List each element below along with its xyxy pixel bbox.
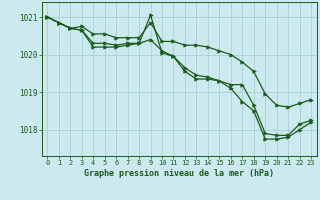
- X-axis label: Graphe pression niveau de la mer (hPa): Graphe pression niveau de la mer (hPa): [84, 169, 274, 178]
